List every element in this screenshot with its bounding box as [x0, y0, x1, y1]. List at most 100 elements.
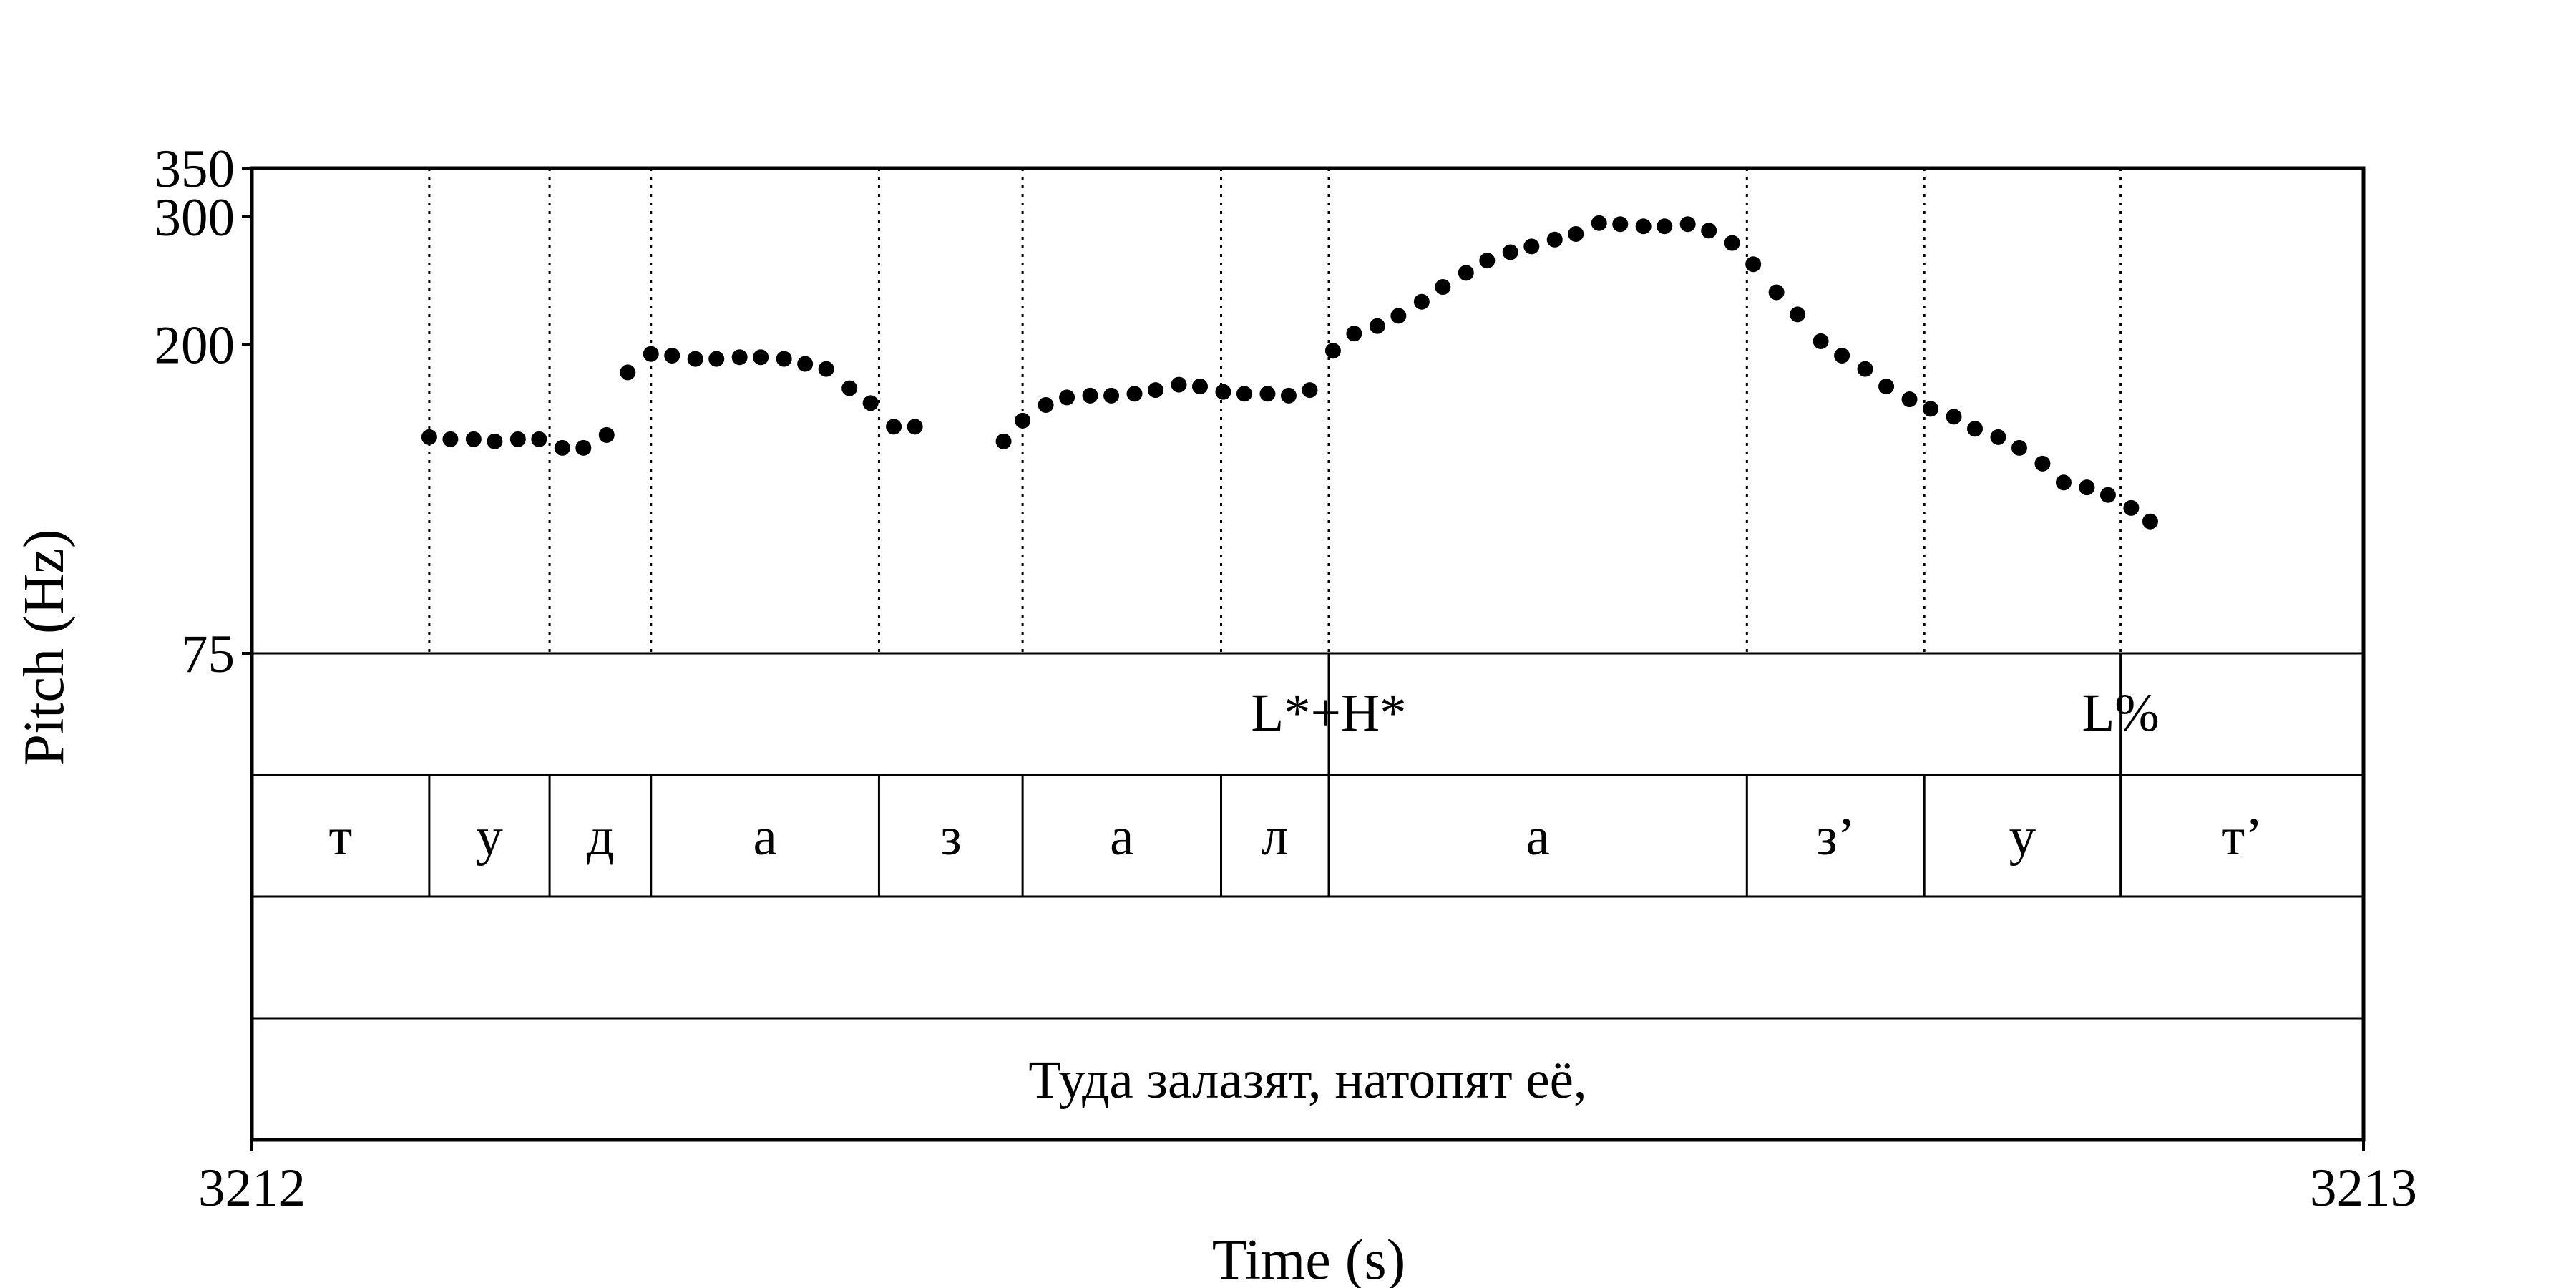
- pitch-point: [1082, 387, 1098, 404]
- tier-point-label: L%: [2082, 683, 2159, 743]
- y-tick-label: 300: [155, 188, 235, 248]
- pitch-point: [1126, 386, 1143, 402]
- tier-interval-label: а: [753, 807, 776, 867]
- y-axis-title: Pitch (Hz): [13, 529, 76, 766]
- pitch-point: [1946, 409, 1962, 425]
- pitch-point: [1967, 421, 1984, 437]
- pitch-point: [1701, 223, 1717, 239]
- tier-1: L*+H* L%: [1251, 653, 2160, 775]
- pitch-point: [1324, 343, 1341, 359]
- pitch-point: [818, 361, 834, 377]
- pitch-point: [1015, 412, 1031, 429]
- pitch-point: [862, 395, 879, 411]
- pitch-point: [1038, 396, 1054, 413]
- tier-interval-label: д: [587, 807, 614, 867]
- tier-interval-label: л: [1262, 807, 1288, 867]
- tier-interval-label: у: [476, 807, 503, 867]
- pitch-point: [1191, 379, 1208, 395]
- tier-interval-label: з’: [1816, 807, 1855, 867]
- pitch-point: [1612, 216, 1629, 233]
- tier-point-label: L*+H*: [1251, 683, 1406, 743]
- pitch-point: [753, 349, 769, 366]
- pitch-point: [1901, 391, 1918, 408]
- pitch-point: [1259, 386, 1276, 402]
- pitch-point: [554, 439, 570, 456]
- pitch-point: [1280, 387, 1297, 404]
- pitch-point: [1103, 387, 1120, 404]
- tier-interval-label: з: [940, 807, 962, 867]
- pitch-point: [1813, 333, 1829, 349]
- pitch-point: [841, 380, 858, 396]
- pitch-point: [1523, 238, 1540, 255]
- pitch-point: [509, 431, 526, 447]
- pitch-point: [1171, 376, 1187, 393]
- pitch-point: [421, 429, 437, 445]
- pitch-point: [1724, 235, 1740, 251]
- pitch-point: [797, 356, 814, 372]
- pitch-point: [1369, 318, 1385, 334]
- pitch-point: [1148, 382, 1164, 399]
- tier-interval-label: у: [2009, 807, 2036, 867]
- x-tick-label-start: 3212: [198, 1158, 306, 1218]
- pitch-point: [575, 439, 592, 456]
- pitch-point: [1479, 253, 1496, 269]
- pitch-point: [2011, 439, 2027, 456]
- tier-interval-label: а: [1110, 807, 1133, 867]
- pitch-point: [487, 433, 503, 449]
- tier-interval-label: т’: [2221, 807, 2263, 867]
- pitch-point: [1568, 225, 1584, 242]
- y-tick-label: 350: [155, 140, 235, 199]
- pitch-point: [2099, 487, 2116, 503]
- pitch-point: [1346, 326, 1362, 342]
- pitch-point: [1236, 386, 1252, 402]
- pitch-point: [664, 347, 680, 364]
- tier-interval-label: т: [329, 807, 353, 867]
- pitch-point: [2034, 455, 2051, 472]
- pitch-point: [465, 431, 482, 447]
- pitch-plot-area: [421, 168, 2158, 653]
- pitch-point: [1390, 308, 1407, 324]
- pitch-point: [1435, 279, 1451, 296]
- pitch-point: [1302, 382, 1318, 399]
- pitch-point: [1923, 401, 1939, 417]
- pitch-point: [598, 426, 615, 443]
- pitch-point: [2142, 513, 2158, 530]
- pitch-point: [907, 419, 923, 435]
- pitch-point: [731, 349, 748, 366]
- pitch-point: [1990, 429, 2006, 445]
- pitch-point: [643, 346, 659, 362]
- pitch-point: [1768, 284, 1785, 301]
- pitch-point: [1657, 218, 1673, 235]
- pitch-point: [1635, 218, 1652, 235]
- tier-interval-label: Туда залазят, натопят её,: [1028, 1050, 1586, 1110]
- pitch-point: [1878, 379, 1895, 395]
- pitch-point: [531, 431, 547, 447]
- pitch-point: [1215, 384, 1231, 400]
- pitch-point: [995, 433, 1012, 449]
- pitch-point: [2123, 499, 2140, 516]
- pitch-point: [620, 364, 636, 381]
- pitch-point: [442, 431, 459, 447]
- pitch-point: [886, 419, 902, 435]
- pitch-point: [1745, 256, 1762, 273]
- tier-4: Туда залазят, натопят её,: [1028, 1050, 1586, 1110]
- plot-frame: [250, 166, 2366, 1142]
- pitch-point: [1413, 293, 1430, 310]
- pitch-point: [1458, 265, 1474, 281]
- y-tick-label: 200: [155, 316, 235, 375]
- x-tick-label-end: 3213: [2310, 1158, 2417, 1218]
- pitch-point: [1679, 216, 1696, 233]
- pitch-point: [1059, 389, 1075, 406]
- axes: Pitch (Hz) Time (s) 3212 3213 75 200 30035…: [13, 140, 2417, 1288]
- pitch-point: [708, 351, 725, 367]
- pitch-point: [1857, 361, 1873, 377]
- y-tick-label: 75: [181, 625, 235, 684]
- pitch-point: [687, 351, 703, 367]
- pitch-point: [1790, 306, 1806, 323]
- pitch-point: [1591, 215, 1607, 231]
- tier-2: т у д а з а л а з’ у т’: [329, 775, 2263, 897]
- x-axis-title: Time (s): [1212, 1229, 1405, 1288]
- pitch-point: [1546, 231, 1563, 248]
- pitch-point: [776, 351, 792, 367]
